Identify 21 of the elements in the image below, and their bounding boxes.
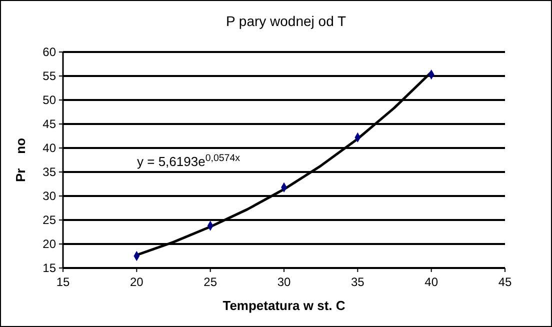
y-tick-label: 20	[42, 237, 56, 252]
y-tick-label: 40	[42, 141, 56, 156]
y-tick-label: 45	[42, 117, 56, 132]
annotation: y = 5,6193e$^{0,0574x}$	[137, 152, 240, 169]
y-tick-label: 15	[42, 261, 56, 276]
y-tick-label: 60	[42, 45, 56, 60]
y-tick-label: 35	[42, 165, 56, 180]
x-tick-label: 35	[350, 275, 365, 289]
x-tick-label: 40	[424, 275, 438, 289]
x-axis-title: Tempetatura w st. C	[222, 298, 346, 313]
y-tick-label: 50	[42, 93, 56, 108]
x-tick-label: 45	[498, 275, 512, 289]
x-tick-label: 25	[204, 275, 218, 289]
y-tick-label: 55	[42, 69, 56, 84]
x-tick-label: 20	[130, 275, 144, 289]
x-tick-label: 15	[56, 275, 70, 289]
chart-title: P pary wodnej od T	[226, 13, 346, 29]
y-tick-label: 25	[42, 213, 56, 228]
y-axis-title: Pr no	[13, 138, 28, 182]
x-tick-label: 30	[277, 275, 291, 289]
y-tick-label: 30	[42, 189, 56, 204]
